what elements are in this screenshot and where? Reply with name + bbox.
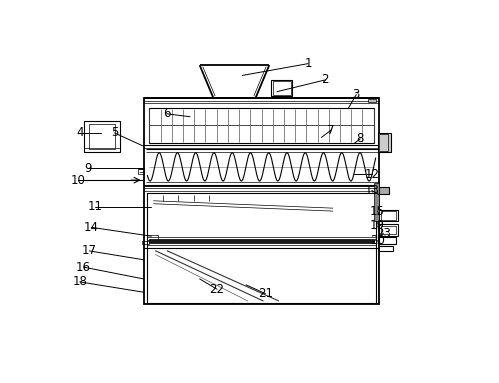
Bar [138,169,144,173]
Text: 18: 18 [72,275,87,288]
Bar [379,134,388,151]
Bar [84,121,120,152]
Text: 8: 8 [356,133,364,146]
Bar [147,235,158,240]
Bar [379,237,396,244]
Bar [378,133,391,152]
Text: 14: 14 [84,221,99,234]
Bar [379,187,389,194]
Bar [149,239,374,243]
Text: 19: 19 [370,219,385,232]
Bar [379,246,393,251]
Text: 1: 1 [304,57,312,70]
Text: 20: 20 [370,234,385,247]
Bar [148,193,376,303]
Text: 16: 16 [76,261,91,273]
Text: 13: 13 [364,184,379,197]
Bar [379,224,398,236]
Bar [368,99,376,102]
Text: 4: 4 [76,126,83,139]
Bar [374,183,379,221]
Text: 10: 10 [70,173,85,187]
Bar [89,124,115,149]
Text: 5: 5 [111,126,118,139]
Bar [149,108,374,143]
Bar [144,98,379,304]
Bar [381,226,396,234]
Text: 22: 22 [210,283,225,296]
Text: 23: 23 [376,227,391,240]
Text: 21: 21 [258,287,273,300]
Text: 3: 3 [353,88,360,101]
Bar [142,241,149,244]
Bar [273,81,290,95]
Bar [381,211,396,220]
Text: 6: 6 [163,107,171,120]
Text: 9: 9 [84,162,91,175]
Text: 11: 11 [88,200,103,213]
Text: 12: 12 [364,168,379,181]
Text: 2: 2 [321,74,329,87]
Bar [379,210,398,221]
Text: 7: 7 [327,123,335,136]
Bar [271,80,292,96]
Text: 17: 17 [82,244,97,257]
Text: 15: 15 [370,205,385,218]
